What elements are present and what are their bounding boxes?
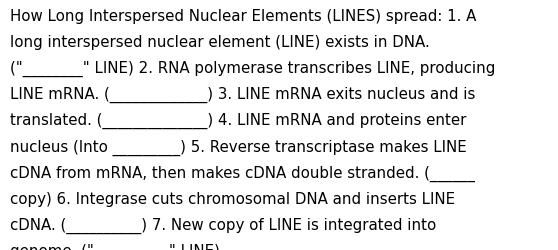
Text: copy) 6. Integrase cuts chromosomal DNA and inserts LINE: copy) 6. Integrase cuts chromosomal DNA … xyxy=(10,191,455,206)
Text: cDNA. (__________) 7. New copy of LINE is integrated into: cDNA. (__________) 7. New copy of LINE i… xyxy=(10,217,436,233)
Text: ("________" LINE) 2. RNA polymerase transcribes LINE, producing: ("________" LINE) 2. RNA polymerase tran… xyxy=(10,61,496,77)
Text: genome. ("__________" LINE): genome. ("__________" LINE) xyxy=(10,243,220,250)
Text: long interspersed nuclear element (LINE) exists in DNA.: long interspersed nuclear element (LINE)… xyxy=(10,35,430,50)
Text: LINE mRNA. (_____________) 3. LINE mRNA exits nucleus and is: LINE mRNA. (_____________) 3. LINE mRNA … xyxy=(10,87,475,103)
Text: nucleus (Into _________) 5. Reverse transcriptase makes LINE: nucleus (Into _________) 5. Reverse tran… xyxy=(10,139,467,155)
Text: translated. (______________) 4. LINE mRNA and proteins enter: translated. (______________) 4. LINE mRN… xyxy=(10,113,466,129)
Text: How Long Interspersed Nuclear Elements (LINES) spread: 1. A: How Long Interspersed Nuclear Elements (… xyxy=(10,9,477,24)
Text: cDNA from mRNA, then makes cDNA double stranded. (______: cDNA from mRNA, then makes cDNA double s… xyxy=(10,165,475,181)
